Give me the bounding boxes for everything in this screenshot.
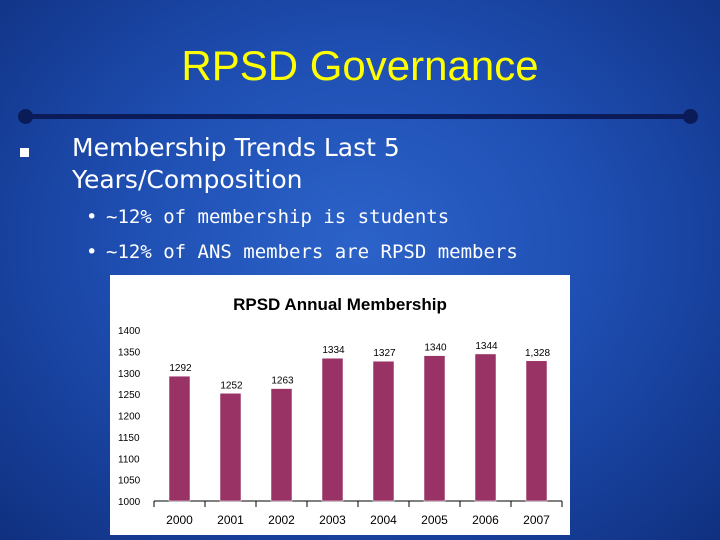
data-label-2001: 1252	[220, 380, 243, 391]
divider-right-dot	[683, 109, 698, 124]
bar-2004	[372, 360, 395, 502]
sub-bullet-1: • ~12% of membership is students	[86, 205, 449, 229]
x-tick-label-2005: 2005	[421, 513, 448, 527]
x-tick-label-2004: 2004	[370, 513, 397, 527]
x-tick-label-2003: 2003	[319, 513, 346, 527]
bar-2006	[474, 353, 497, 502]
y-tick-label: 1400	[118, 326, 141, 337]
bar-2001	[219, 393, 242, 502]
chart-title: RPSD Annual Membership	[233, 295, 447, 314]
sub-bullet-dot-icon: •	[86, 206, 98, 228]
bar-2005	[423, 355, 446, 502]
data-label-2004: 1327	[373, 348, 396, 359]
slide-title: RPSD Governance	[181, 42, 539, 89]
x-tick-label-2000: 2000	[166, 513, 193, 527]
bar-2002	[270, 388, 293, 502]
bar-2000	[168, 375, 191, 502]
bullet-square-icon	[20, 148, 29, 157]
x-tick-label-2001: 2001	[217, 513, 244, 527]
data-label-2005: 1340	[424, 343, 447, 354]
bullet-heading: Membership Trends Last 5 Years/Compositi…	[72, 132, 672, 196]
data-label-2006: 1344	[475, 341, 498, 352]
y-tick-label: 1150	[118, 433, 140, 444]
y-tick-label: 1350	[118, 347, 141, 358]
x-tick-label-2007: 2007	[523, 513, 550, 527]
y-tick-label: 1200	[118, 412, 141, 423]
y-tick-label: 1100	[118, 454, 140, 465]
y-tick-label: 1250	[118, 390, 141, 401]
bar-2003	[321, 357, 344, 502]
bullet-heading-line-2: Years/Composition	[72, 165, 303, 194]
y-tick-label: 1050	[118, 476, 141, 487]
bar-2007	[525, 360, 548, 502]
bar-chart: RPSD Annual Membership 1000 1050 1100 1150 12…	[118, 295, 563, 527]
sub-bullet-2: • ~12% of ANS members are RPSD members	[86, 240, 518, 264]
y-tick-label: 1000	[118, 497, 141, 508]
title-divider	[24, 114, 694, 119]
data-label-2002: 1263	[271, 376, 294, 387]
data-label-2000: 1292	[169, 363, 192, 374]
chart-container: RPSD Annual Membership 1000 1050 1100 1150 12…	[110, 275, 570, 535]
sub-bullet-dot-icon: •	[86, 241, 98, 263]
data-label-2003: 1334	[322, 345, 345, 356]
data-label-2007: 1,328	[525, 348, 550, 359]
x-tick-label-2006: 2006	[472, 513, 499, 527]
y-tick-label: 1300	[118, 369, 141, 380]
sub-bullet-1-text: ~12% of membership is students	[106, 206, 450, 228]
x-tick-label-2002: 2002	[268, 513, 295, 527]
divider-left-dot	[18, 109, 33, 124]
bullet-heading-line-1: Membership Trends Last 5	[72, 133, 400, 162]
sub-bullet-2-text: ~12% of ANS members are RPSD members	[106, 241, 518, 263]
